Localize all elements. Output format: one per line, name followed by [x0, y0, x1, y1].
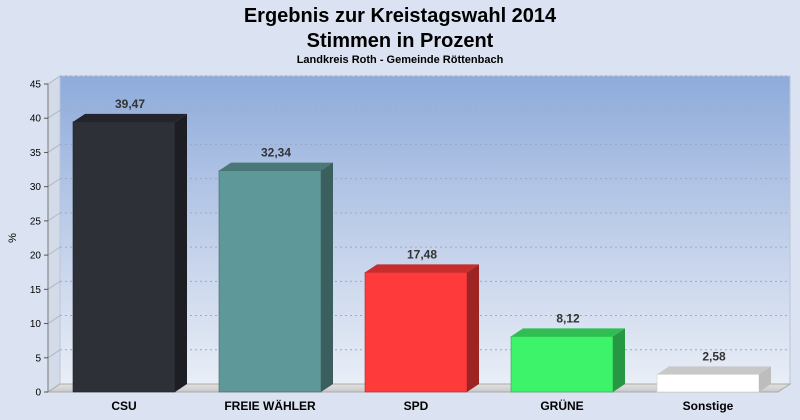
y-tick-label: 40 [30, 114, 42, 125]
plot-side-wall [47, 75, 61, 393]
value-label: 8,12 [556, 311, 580, 325]
category-label: CSU [111, 399, 136, 413]
grid-line-side [47, 349, 61, 359]
grid-line-side [47, 178, 61, 188]
y-tick-label: 30 [30, 182, 42, 193]
bar-front [364, 272, 468, 393]
chart-title-line-2: Stimmen in Prozent [306, 30, 494, 52]
bar-side [321, 162, 333, 392]
y-tick-label: 15 [30, 285, 42, 296]
y-tick-label: 0 [35, 388, 41, 399]
value-label: 17,48 [407, 247, 437, 261]
value-label: 2,58 [702, 349, 726, 363]
y-tick-label: 5 [35, 353, 41, 364]
bar-top [219, 162, 333, 171]
grid-line-side [47, 280, 61, 290]
grid-line-side [47, 75, 61, 85]
value-label: 32,34 [261, 146, 291, 160]
bar-top [511, 328, 625, 337]
bar-side [613, 328, 625, 392]
bar-top [73, 113, 187, 122]
bar-front [656, 374, 760, 393]
bar-side [467, 264, 479, 392]
bar-top [365, 264, 479, 273]
grid-line-side [47, 315, 61, 324]
y-axis: 0 5 10 15 20 25 30 35 40 45 [30, 80, 49, 399]
grid-line-side [47, 144, 61, 153]
grid-line-side [47, 246, 61, 256]
bar-front [218, 170, 322, 393]
category-label: FREIE WÄHLER [224, 398, 316, 413]
bar-side [759, 366, 771, 392]
bar-side [175, 113, 187, 392]
grid-line-side [47, 212, 61, 222]
bars [72, 113, 771, 393]
value-label: 39,47 [115, 97, 145, 111]
y-tick-label: 25 [30, 216, 42, 227]
y-tick-label: 10 [30, 319, 42, 330]
bar-csu [72, 113, 187, 393]
bar-sonstige [656, 366, 771, 393]
bar-spd [364, 264, 479, 393]
bar-top [657, 366, 771, 375]
y-tick-label: 20 [30, 251, 42, 262]
y-tick-label: 45 [30, 80, 42, 91]
category-label: Sonstige [683, 399, 734, 413]
chart-title: Ergebnis zur Kreistagswahl 2014 [243, 5, 557, 27]
bar-front [510, 336, 614, 393]
labels: 39,47 CSU 32,34 FREIE WÄHLER 17,48 SPD 8,12 GRÜ… [111, 97, 733, 413]
bar-front [72, 121, 176, 393]
category-label: SPD [404, 399, 429, 413]
bar-freie-wähler [218, 162, 333, 393]
grid-line-side [47, 109, 61, 119]
bar-grüne [510, 328, 625, 393]
category-label: GRÜNE [540, 398, 583, 413]
y-tick-label: 35 [30, 148, 42, 159]
y-axis-label: % [7, 233, 19, 243]
chart-caption: Landkreis Roth - Gemeinde Röttenbach [296, 54, 504, 66]
